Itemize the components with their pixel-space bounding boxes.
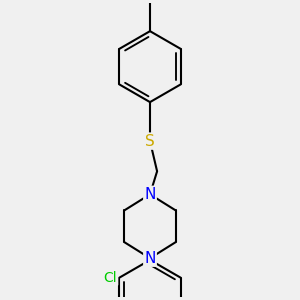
Text: N: N <box>144 251 156 266</box>
Text: N: N <box>144 187 156 202</box>
Text: Cl: Cl <box>103 271 117 285</box>
Text: S: S <box>145 134 155 148</box>
